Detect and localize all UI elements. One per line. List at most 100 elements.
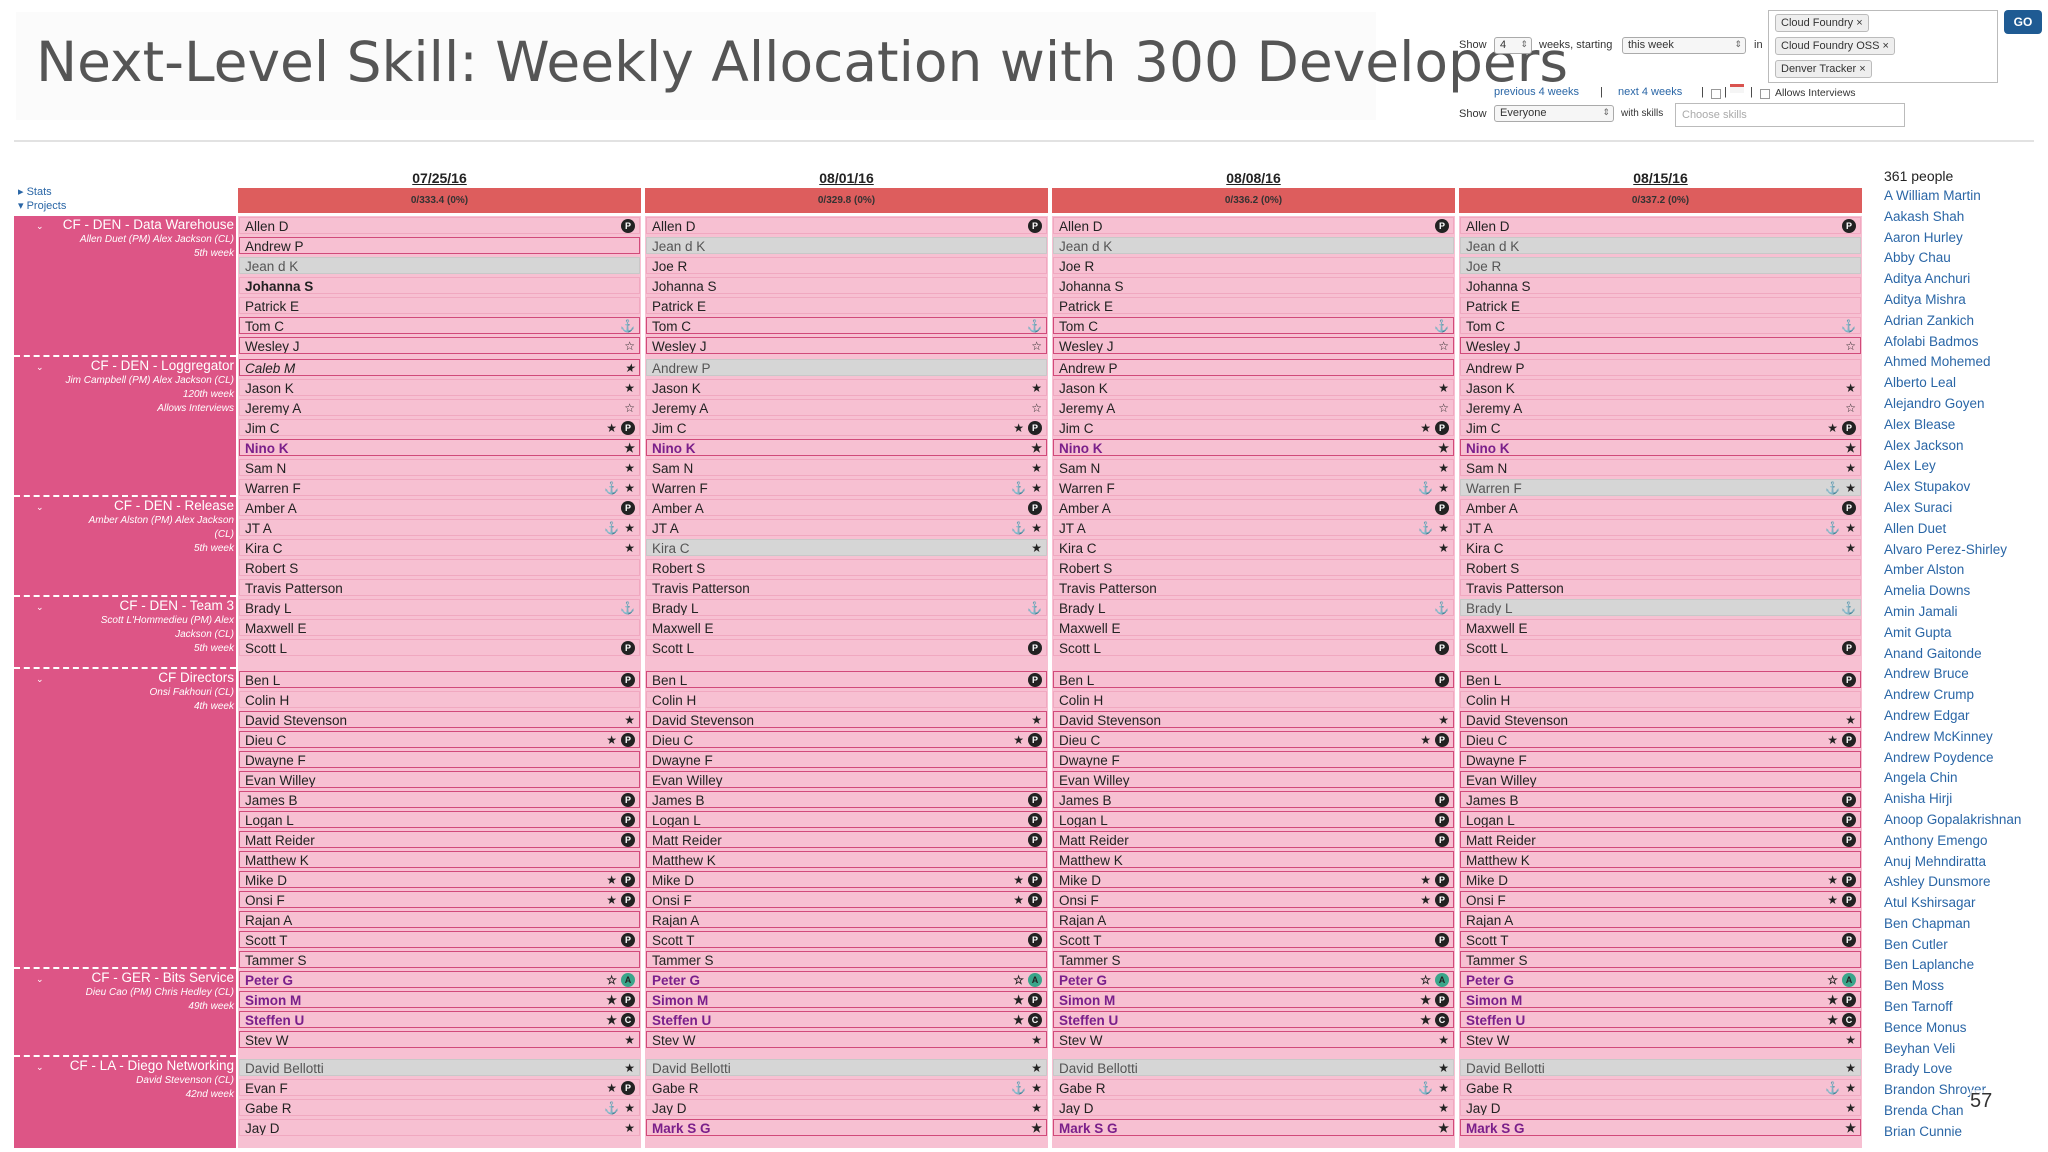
allocation-cell[interactable]: Mark S G ★ [646, 1119, 1047, 1136]
allocation-cell[interactable]: Warren F ★ ⚓ [1460, 479, 1861, 496]
allocation-cell[interactable]: Travis Patterson [646, 579, 1047, 596]
person-link[interactable]: Andrew Edgar [1884, 707, 1970, 723]
allocation-cell[interactable]: Matt Reider P [646, 831, 1047, 848]
person-link[interactable]: Alvaro Perez-Shirley [1884, 541, 2008, 557]
allocation-cell[interactable]: Travis Patterson [239, 579, 640, 596]
allocation-cell[interactable]: James B P [646, 791, 1047, 808]
allocation-cell[interactable]: Gabe R ★ ⚓ [239, 1099, 640, 1116]
person-link[interactable]: Aakash Shah [1884, 208, 1965, 224]
allocation-cell[interactable]: Warren F ★ ⚓ [239, 479, 640, 496]
allocation-cell[interactable]: Stev W ★ [1053, 1031, 1454, 1048]
allocation-cell[interactable]: Simon M P ★ [646, 991, 1047, 1008]
allocation-cell[interactable]: Jean d K [239, 257, 640, 274]
allocation-cell[interactable]: Gabe R ★ ⚓ [1053, 1079, 1454, 1096]
allocation-cell[interactable]: Dwayne F [1460, 751, 1861, 768]
person-link[interactable]: Ben Cutler [1884, 936, 1948, 952]
allocation-cell[interactable]: Patrick E [1460, 297, 1861, 314]
allocation-cell[interactable]: Mark S G ★ [1053, 1119, 1454, 1136]
person-link[interactable]: Andrew Poydence [1884, 749, 1994, 765]
allocation-cell[interactable]: Jeremy A ☆ [239, 399, 640, 416]
allocation-cell[interactable]: Steffen U C ★ [1460, 1011, 1861, 1028]
allocation-cell[interactable]: Rajan A [239, 911, 640, 928]
allocation-cell[interactable]: David Bellotti ★ [1053, 1059, 1454, 1076]
allocation-cell[interactable]: Colin H [646, 691, 1047, 708]
allocation-cell[interactable]: Jeremy A ☆ [1460, 399, 1861, 416]
allows-interviews-checkbox[interactable] [1760, 89, 1770, 99]
allocation-cell[interactable]: Steffen U C ★ [646, 1011, 1047, 1028]
allocation-cell[interactable]: Caleb M ★ [239, 359, 640, 376]
allocation-cell[interactable]: Andrew P [239, 237, 640, 254]
filter-checkbox[interactable] [1711, 89, 1721, 99]
allocation-cell[interactable]: Nino K ★ [646, 439, 1047, 456]
allocation-cell[interactable]: Matthew K [646, 851, 1047, 868]
allocation-cell[interactable]: Amber A P [1053, 499, 1454, 516]
person-link[interactable]: Brady Love [1884, 1061, 1953, 1077]
allocation-cell[interactable]: Allen D P [239, 217, 640, 234]
allocation-cell[interactable]: Stev W ★ [646, 1031, 1047, 1048]
allocation-cell[interactable]: Stev W ★ [239, 1031, 640, 1048]
person-link[interactable]: Adrian Zankich [1884, 312, 1975, 328]
allocation-cell[interactable]: Robert S [646, 559, 1047, 576]
week-date-header[interactable]: 08/15/16 [1633, 170, 1688, 186]
allocation-cell[interactable]: Rajan A [646, 911, 1047, 928]
person-link[interactable]: Amit Gupta [1884, 624, 1952, 640]
allocation-cell[interactable]: Johanna S [646, 277, 1047, 294]
person-link[interactable]: Anand Gaitonde [1884, 645, 1982, 661]
skills-input[interactable]: Choose skills [1675, 103, 1905, 127]
allocation-cell[interactable]: Scott T P [239, 931, 640, 948]
week-date-header[interactable]: 08/01/16 [819, 170, 874, 186]
person-link[interactable]: Ben Chapman [1884, 915, 1971, 931]
allocation-cell[interactable]: Ben L P [646, 671, 1047, 688]
allocation-cell[interactable]: Jay D ★ [646, 1099, 1047, 1116]
person-link[interactable]: Afolabi Badmos [1884, 333, 1979, 349]
week-date-header[interactable]: 08/08/16 [1226, 170, 1281, 186]
allocation-cell[interactable]: Kira C ★ [1460, 539, 1861, 556]
allocation-cell[interactable]: Allen D P [1053, 217, 1454, 234]
person-link[interactable]: Amelia Downs [1884, 583, 1971, 599]
allocation-cell[interactable]: Robert S [1053, 559, 1454, 576]
person-link[interactable]: A William Martin [1884, 188, 1981, 203]
allocation-cell[interactable]: Nino K ★ [1053, 439, 1454, 456]
allocation-cell[interactable]: David Stevenson ★ [239, 711, 640, 728]
week-date-header[interactable]: 07/25/16 [412, 170, 467, 186]
allocation-cell[interactable]: Johanna S [239, 277, 640, 294]
allocation-cell[interactable]: Matt Reider P [1460, 831, 1861, 848]
person-link[interactable]: Alex Blease [1884, 416, 1956, 432]
allocation-cell[interactable]: Matthew K [1053, 851, 1454, 868]
allocation-cell[interactable]: Robert S [239, 559, 640, 576]
allocation-cell[interactable]: Scott L P [1460, 639, 1861, 656]
allocation-cell[interactable]: Rajan A [1053, 911, 1454, 928]
people-filter-select[interactable]: Everyone [1494, 105, 1614, 122]
allocation-cell[interactable]: Nino K ★ [239, 439, 640, 456]
projects-toggle[interactable]: ▾ Projects [18, 200, 67, 212]
allocation-cell[interactable]: Stev W ★ [1460, 1031, 1861, 1048]
allocation-cell[interactable]: Jason K ★ [1460, 379, 1861, 396]
allocation-cell[interactable]: JT A ★ ⚓ [239, 519, 640, 536]
allocation-cell[interactable]: Patrick E [646, 297, 1047, 314]
allocation-cell[interactable]: Sam N ★ [646, 459, 1047, 476]
allocation-cell[interactable]: Jeremy A ☆ [1053, 399, 1454, 416]
allocation-cell[interactable]: Evan Willey [1053, 771, 1454, 788]
allocation-cell[interactable]: Jean d K [1053, 237, 1454, 254]
allocation-cell[interactable]: Amber A P [646, 499, 1047, 516]
allocation-cell[interactable]: Scott L P [646, 639, 1047, 656]
weeks-count-select[interactable]: 4 [1494, 37, 1532, 54]
allocation-cell[interactable]: Evan Willey [239, 771, 640, 788]
allocation-cell[interactable]: Mike D P ★ [239, 871, 640, 888]
allocation-cell[interactable]: Brady L ⚓ [239, 599, 640, 616]
allocation-cell[interactable]: Brady L ⚓ [1460, 599, 1861, 616]
allocation-cell[interactable]: Matthew K [239, 851, 640, 868]
allocation-cell[interactable]: Tammer S [1053, 951, 1454, 968]
allocation-cell[interactable]: Dwayne F [646, 751, 1047, 768]
allocation-cell[interactable]: Matt Reider P [1053, 831, 1454, 848]
allocation-cell[interactable]: Scott T P [1053, 931, 1454, 948]
allocation-cell[interactable]: Dieu C P ★ [1460, 731, 1861, 748]
person-link[interactable]: Beyhan Veli [1884, 1040, 1956, 1056]
allocation-cell[interactable]: Ben L P [1460, 671, 1861, 688]
person-link[interactable]: Abby Chau [1884, 250, 1951, 266]
allocation-cell[interactable]: Logan L P [1460, 811, 1861, 828]
allocation-cell[interactable]: Amber A P [239, 499, 640, 516]
allocation-cell[interactable]: Colin H [1053, 691, 1454, 708]
project-name[interactable]: CF - DEN - Data Warehouse [62, 217, 234, 232]
person-link[interactable]: Brian Cunnie [1884, 1123, 1963, 1139]
